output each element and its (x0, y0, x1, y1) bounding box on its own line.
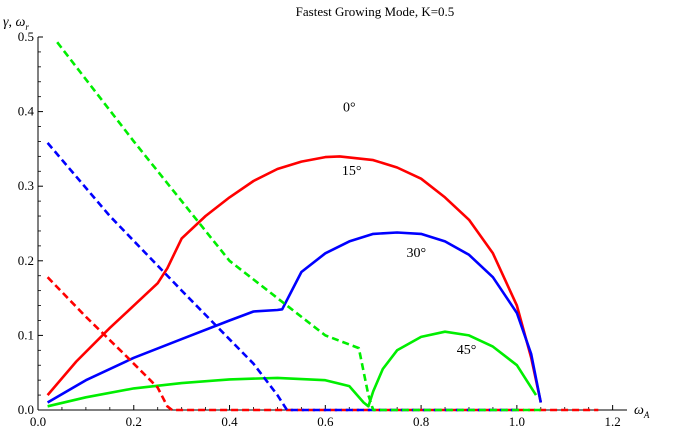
axes (37, 37, 627, 411)
series-layer (46, 41, 599, 412)
series-line-solid-1 (46, 231, 543, 404)
y-tick-label: 0.3 (18, 178, 34, 193)
x-tick-label: 0.0 (30, 414, 46, 429)
series-line-dashed-3 (46, 276, 599, 412)
x-axis-label: ωA (634, 403, 650, 420)
x-tick-label: 0.6 (317, 414, 334, 429)
angle-annotation: 45° (457, 343, 477, 358)
x-tick-label: 0.4 (221, 414, 238, 429)
y-tick-label: 0.1 (18, 327, 34, 342)
series-line-dashed-4 (46, 142, 517, 412)
angle-annotation: 0° (343, 101, 356, 116)
y-tick-label: 0.0 (18, 402, 34, 417)
angle-annotation: 30° (406, 246, 426, 261)
y-axis-label: γ, ωr (3, 15, 29, 32)
y-tick-label: 0.2 (18, 253, 34, 268)
x-tick-label: 1.0 (509, 414, 525, 429)
series-line-solid-0 (46, 155, 543, 403)
series-line-solid-2 (47, 330, 538, 408)
x-tick-label: 1.2 (605, 414, 621, 429)
x-tick-label: 0.2 (126, 414, 142, 429)
angle-annotation: 15° (342, 164, 362, 179)
y-tick-label: 0.4 (18, 104, 35, 119)
annotations-layer: 0° 15° 30° 45° (342, 101, 477, 358)
y-tick-label: 0.5 (18, 29, 34, 44)
y-ticks: 0.0 0.1 0.2 0.3 0.4 0.5 (18, 29, 43, 417)
series-line-dashed-5 (56, 41, 541, 412)
x-ticks: 0.0 0.2 0.4 0.6 0.8 1.0 1.2 (30, 405, 621, 429)
chart-title: Fastest Growing Mode, K=0.5 (296, 4, 455, 19)
x-tick-label: 0.8 (413, 414, 429, 429)
